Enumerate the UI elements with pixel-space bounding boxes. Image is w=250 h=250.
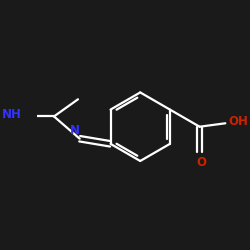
Text: OH: OH: [229, 115, 248, 128]
Text: N: N: [70, 124, 80, 137]
Text: NH: NH: [2, 108, 21, 121]
Text: O: O: [196, 156, 206, 169]
